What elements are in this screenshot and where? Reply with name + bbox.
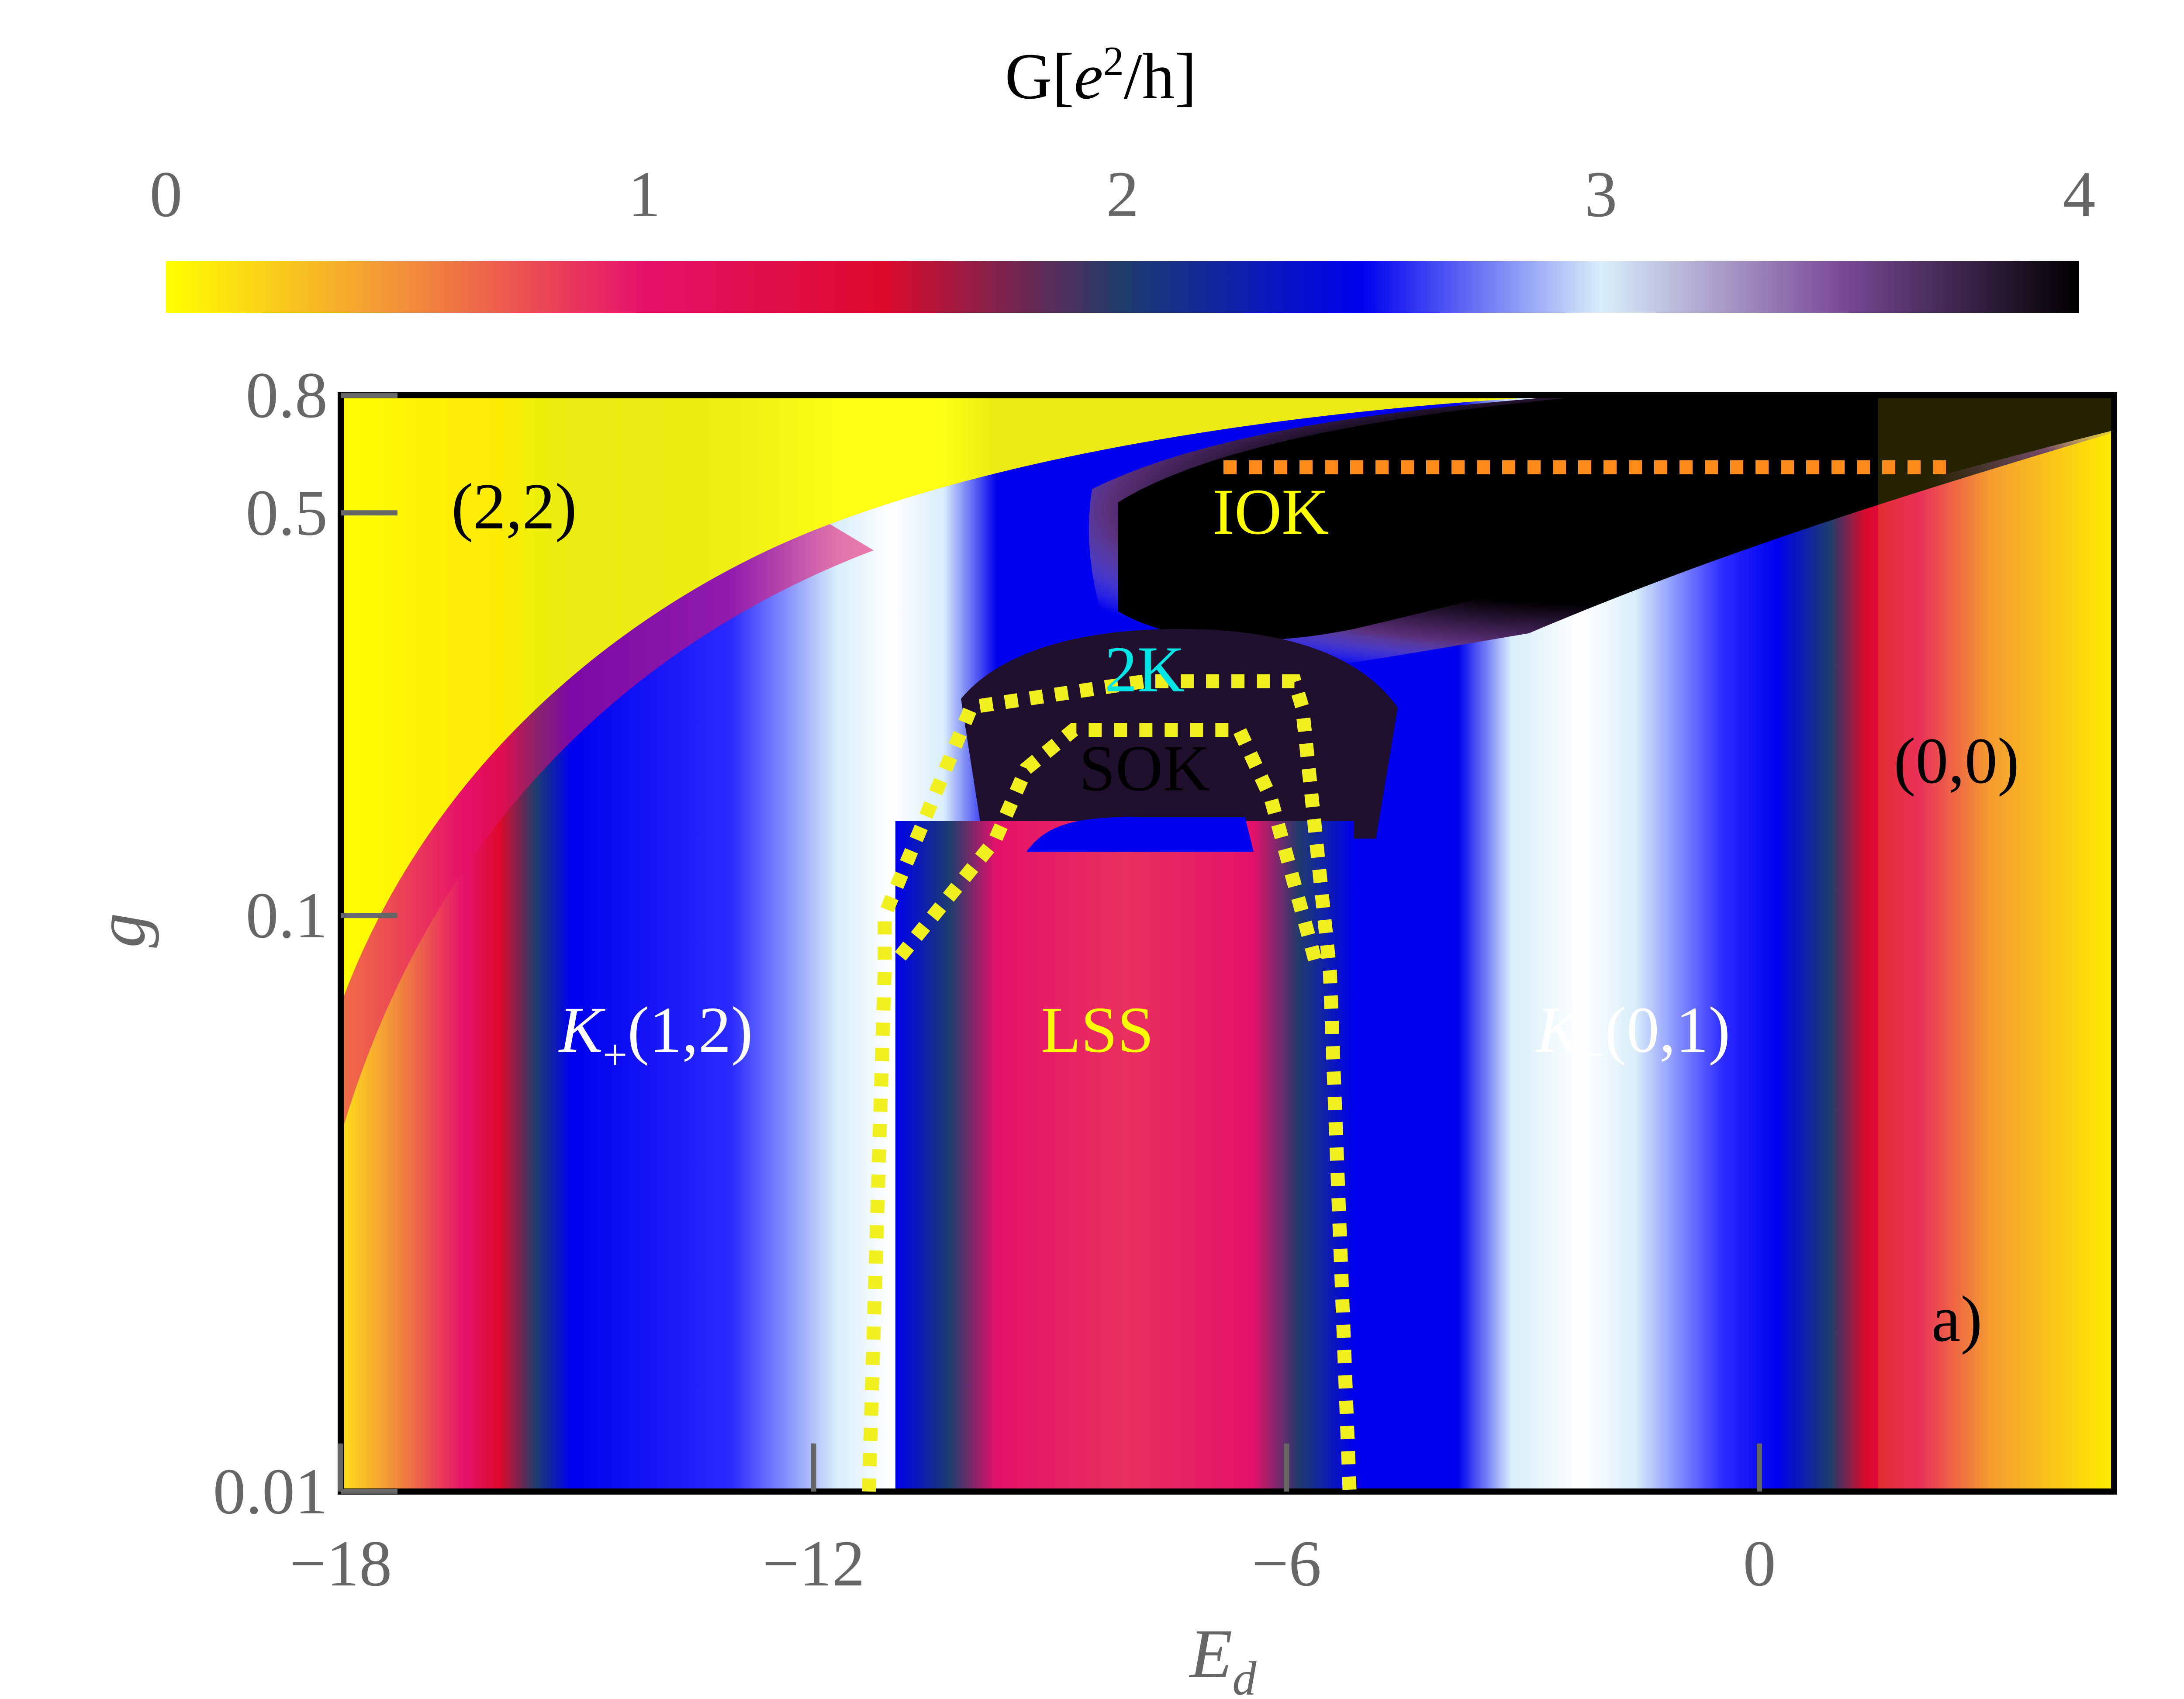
x-axis-ticks: −18 −12 −6 0 [290,1443,1776,1600]
region-label: K−(0,1) [1535,994,1730,1079]
colorbar-tick-label: 0 [150,158,183,231]
region-lss-top [1026,817,1254,852]
region-lss-area [895,821,1354,1492]
panel-label: a) [1932,1283,1983,1355]
boundary-line-1 [862,674,1357,1492]
region-2-2-edge-red [341,524,874,1136]
y-axis-label: g [82,913,159,948]
boundary-lines [862,460,1957,1492]
plot-frame [338,392,2117,1495]
y-axis-ticks: 0.8 0.5 0.1 0.01 [213,359,397,1528]
region-labels: (2,2) (0,0) IOK 2K SOK K+(1,2) LSS K−(0,1) [451,470,2019,1079]
colorbar-title-prefix: G[ [1005,40,1074,113]
region-label: IOK [1213,476,1329,548]
region-label: LSS [1041,994,1154,1066]
region-label: 2K [1105,633,1185,706]
heatmap-plot [341,395,2114,1492]
colorbar-title-sup: 2 [1103,38,1124,84]
region-label: (0,0) [1894,725,2019,797]
colorbar-ticks: 0 1 2 3 4 [150,158,2096,231]
y-tick-label: 0.01 [213,1455,328,1528]
x-tick-label: −6 [1252,1527,1322,1600]
colorbar-title: G[e2/h] [1005,38,1197,113]
colorbar-title-e: e [1074,40,1103,113]
boundary-line-2 [895,723,1325,974]
colorbar-tick-label: 2 [1106,158,1139,231]
region-label: SOK [1079,732,1210,805]
colorbar-tick-label: 1 [628,158,661,231]
x-tick-label: −18 [290,1527,392,1600]
region-0-0-area [1878,395,2114,1492]
colorbar-tick-label: 4 [2063,158,2096,231]
colorbar-tick-label: 3 [1585,158,1617,231]
region-label: (2,2) [451,470,577,543]
x-axis-label-sub: d [1232,1652,1257,1699]
x-tick-label: 0 [1743,1527,1776,1600]
x-axis-label: Ed [1189,1615,1257,1699]
y-tick-label: 0.5 [246,477,328,549]
region-iok-core [1118,397,2114,641]
x-tick-label: −12 [762,1527,865,1600]
region-label: K+(1,2) [558,994,753,1079]
x-axis-label-main: E [1189,1615,1233,1692]
colorbar-bar [166,261,2079,313]
colorbar: G[e2/h] 0 1 2 3 4 [150,38,2096,313]
region-2-2-area [341,395,1572,1005]
y-tick-label: 0.1 [246,879,328,952]
colorbar-title-suffix: /h] [1124,40,1197,113]
y-tick-label: 0.8 [246,359,328,432]
